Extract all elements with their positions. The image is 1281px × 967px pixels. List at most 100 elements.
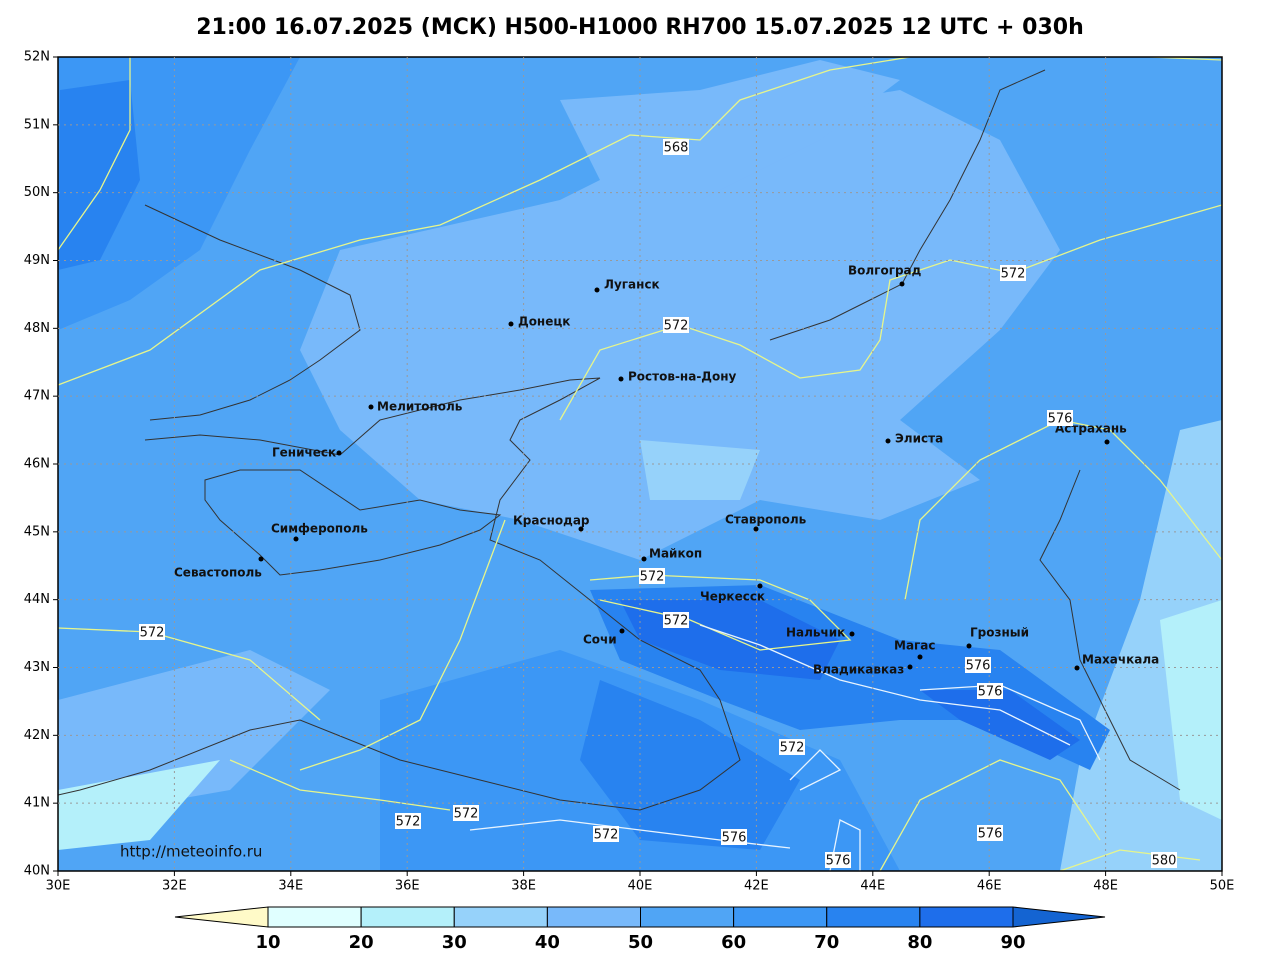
x-tick-label: 42E <box>744 879 769 894</box>
y-tick-label: 49N <box>24 253 50 268</box>
x-tick-label: 48E <box>1093 879 1118 894</box>
city-dot <box>899 281 905 287</box>
city-dot <box>885 438 891 444</box>
contour-label-bg <box>1000 265 1026 281</box>
colorbar-label: 10 <box>255 932 280 953</box>
city-label: Луганск <box>604 278 660 292</box>
city-dot <box>594 287 600 293</box>
city-label: Мелитополь <box>377 400 463 414</box>
credit: http://meteoinfo.ru <box>120 843 262 861</box>
contour-label-bg <box>977 825 1003 841</box>
colorbar-label: 90 <box>1000 932 1025 953</box>
contour-label: 576 <box>978 685 1003 700</box>
contour-label: 572 <box>664 614 689 629</box>
y-tick-label: 48N <box>24 321 50 336</box>
contour-label: 576 <box>826 854 851 869</box>
colorbar-label: 20 <box>349 932 374 953</box>
x-tick-label: 50E <box>1210 879 1235 894</box>
title: 21:00 16.07.2025 (МСК) H500-H1000 RH700 … <box>196 15 1083 40</box>
city-dot <box>618 376 624 382</box>
contour-label-bg <box>663 317 689 333</box>
contour-label-bg <box>395 813 421 829</box>
city-dot <box>1074 665 1080 671</box>
colorbar-label: 80 <box>907 932 932 953</box>
city-label: Владикавказ <box>813 663 904 677</box>
contour-label: 572 <box>640 570 665 585</box>
contour-label: 568 <box>664 141 689 156</box>
city-label: Элиста <box>895 432 943 446</box>
contour-label: 572 <box>140 626 165 641</box>
city-dot <box>1104 439 1110 445</box>
contour-label-bg <box>1047 410 1073 426</box>
contour-label-bg <box>1151 852 1177 868</box>
y-tick-label: 46N <box>24 457 50 472</box>
city-label: Астрахань <box>1055 422 1127 436</box>
city-label: Магас <box>894 639 936 653</box>
x-tick-label: 30E <box>46 879 71 894</box>
city-label: Махачкала <box>1082 653 1159 667</box>
colorbar-label: 40 <box>535 932 560 953</box>
city-dot <box>508 321 514 327</box>
colorbar-box <box>919 906 1014 928</box>
city-label: Геническ <box>272 446 336 460</box>
city-label: Майкоп <box>649 547 702 561</box>
contour-label-bg <box>139 624 165 640</box>
x-tick-label: 44E <box>860 879 885 894</box>
x-tick-label: 34E <box>278 879 303 894</box>
city-dot <box>907 664 913 670</box>
city-dot <box>849 631 855 637</box>
y-tick-label: 45N <box>24 524 50 539</box>
colorbar-label: 60 <box>721 932 746 953</box>
y-tick-label: 43N <box>24 660 50 675</box>
city-dot <box>619 628 625 634</box>
contour-label: 576 <box>722 831 747 846</box>
colorbar-min <box>174 906 269 928</box>
contour-label-bg <box>721 829 747 845</box>
contour-label: 572 <box>396 815 421 830</box>
city-dot <box>966 643 972 649</box>
contour-label-bg <box>779 739 805 755</box>
colorbar-label: 70 <box>814 932 839 953</box>
x-tick-label: 36E <box>395 879 420 894</box>
city-dot <box>917 654 923 660</box>
x-tick-label: 46E <box>977 879 1002 894</box>
city-label: Грозный <box>970 626 1029 640</box>
city-label: Донецк <box>518 315 570 329</box>
contour-label: 576 <box>966 659 991 674</box>
colorbar-box <box>640 906 735 928</box>
contour-label-bg <box>663 139 689 155</box>
city-label: Краснодар <box>513 514 590 528</box>
city-dot <box>293 536 299 542</box>
city-dot <box>753 526 759 532</box>
colorbar-box <box>826 906 921 928</box>
city-label: Сочи <box>583 633 617 647</box>
colorbar-box <box>453 906 548 928</box>
city-label: Черкесск <box>700 590 765 604</box>
city-label: Нальчик <box>786 626 845 640</box>
colorbar-max <box>1012 906 1106 928</box>
city-label: Волгоград <box>848 264 922 278</box>
city-label: Ставрополь <box>725 513 807 527</box>
y-tick-label: 40N <box>24 864 50 879</box>
x-tick-label: 40E <box>628 879 653 894</box>
city-dot <box>368 404 374 410</box>
x-tick-label: 38E <box>511 879 536 894</box>
contour-label: 572 <box>1001 267 1026 282</box>
city-dot <box>336 450 342 456</box>
contour-label: 576 <box>978 827 1003 842</box>
contour-label-bg <box>977 683 1003 699</box>
colorbar-box <box>733 906 828 928</box>
contour-label: 576 <box>1048 412 1073 427</box>
city-label: Ростов-на-Дону <box>628 370 737 384</box>
city-dot <box>757 583 763 589</box>
contour-label-bg <box>593 826 619 842</box>
contour-label-bg <box>639 568 665 584</box>
y-tick-label: 52N <box>24 50 50 65</box>
city-dot <box>641 556 647 562</box>
y-tick-label: 44N <box>24 592 50 607</box>
contour-label-bg <box>663 612 689 628</box>
y-tick-label: 50N <box>24 185 50 200</box>
contour-label-bg <box>965 657 991 673</box>
contour-label: 572 <box>664 319 689 334</box>
